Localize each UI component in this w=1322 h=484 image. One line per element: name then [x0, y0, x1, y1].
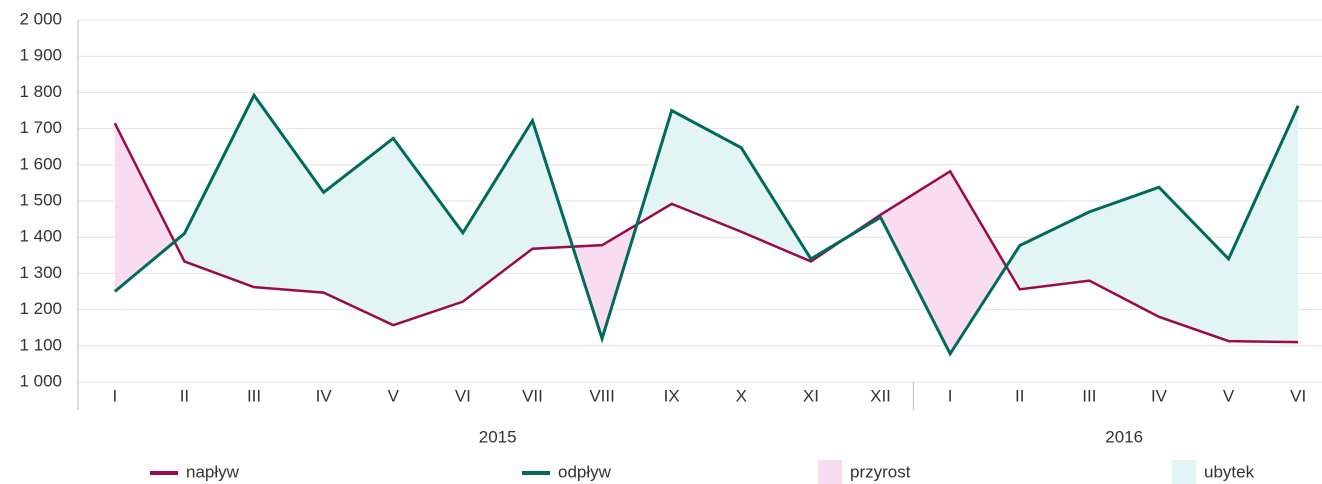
x-tick-label: V: [388, 386, 400, 405]
fills: [114, 95, 1299, 354]
series-line: [113, 92, 1300, 357]
x-tick-label: XI: [803, 386, 819, 405]
y-tick-label: 1 500: [19, 190, 62, 209]
y-tick-label: 1 800: [19, 82, 62, 101]
x-tick-label: VI: [455, 386, 471, 405]
x-tick-label: X: [736, 386, 747, 405]
legend-swatch: [818, 460, 842, 484]
group-label: 2016: [1105, 427, 1143, 446]
y-tick-label: 1 200: [19, 299, 62, 318]
fill-area: [950, 171, 1007, 354]
x-tick-label: I: [948, 386, 953, 405]
x-tick-label: IV: [316, 386, 333, 405]
x-tick-label: VII: [522, 386, 543, 405]
fill-area: [1006, 245, 1020, 290]
x-tick-label: VI: [1290, 386, 1306, 405]
fill-area: [254, 95, 324, 293]
x-tick-label: V: [1223, 386, 1235, 405]
y-tick-label: 1 100: [19, 335, 62, 354]
legend-swatch: [1172, 460, 1196, 484]
x-tick-label: XII: [870, 386, 891, 405]
fill-area: [114, 123, 175, 292]
legend-label: ubytek: [1204, 462, 1255, 481]
y-tick-label: 2 000: [19, 9, 62, 28]
fill-area: [671, 110, 742, 232]
x-tick-label: I: [112, 386, 117, 405]
x-tick-label: IX: [664, 386, 680, 405]
fill-area: [1158, 187, 1229, 342]
fill-area: [1019, 211, 1090, 290]
y-tick-label: 1 900: [19, 46, 62, 65]
x-tick-label: II: [180, 386, 189, 405]
y-tick-label: 1 400: [19, 227, 62, 246]
legend-label: odpływ: [558, 462, 612, 481]
fill-area: [1089, 187, 1159, 317]
series-line: [113, 122, 1299, 344]
fill-area: [323, 138, 394, 326]
x-tick-label: III: [247, 386, 261, 405]
fill-area: [880, 171, 951, 354]
legend-label: przyrost: [850, 462, 911, 481]
x-tick-label: VIII: [589, 386, 615, 405]
legend-label: napływ: [186, 462, 240, 481]
y-tick-label: 1 300: [19, 263, 62, 282]
fill-area: [393, 138, 463, 326]
y-tick-label: 1 700: [19, 118, 62, 137]
fill-area: [184, 95, 255, 288]
x-tick-label: II: [1015, 386, 1024, 405]
y-tick-label: 1 600: [19, 154, 62, 173]
fill-area: [462, 120, 533, 302]
y-tick-label: 1 000: [19, 371, 62, 390]
x-tick-label: IV: [1151, 386, 1168, 405]
fill-area: [1228, 105, 1299, 343]
group-label: 2015: [479, 427, 517, 446]
x-tick-label: III: [1082, 386, 1096, 405]
